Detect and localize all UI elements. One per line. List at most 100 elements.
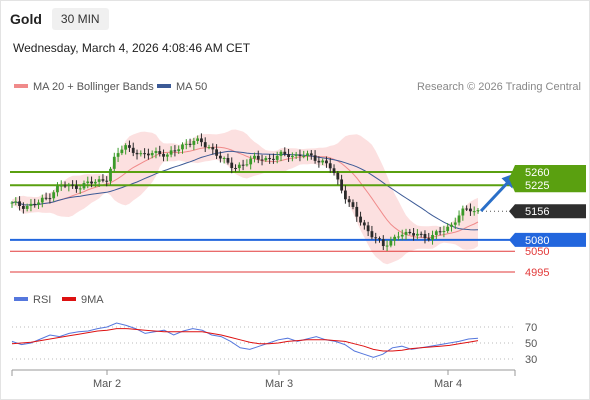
candle-body <box>419 233 423 235</box>
candle-body <box>169 150 173 155</box>
candle-body <box>332 168 336 173</box>
candle-body <box>408 231 412 234</box>
candle-body <box>450 224 453 227</box>
candle-body <box>78 188 82 190</box>
candle-body <box>381 239 385 247</box>
candle-body <box>90 181 93 184</box>
level-label-5225: 5225 <box>525 180 549 192</box>
ma50-legend-swatch <box>157 84 171 88</box>
candle-body <box>192 140 196 145</box>
level-label-5080: 5080 <box>525 235 549 247</box>
candle-body <box>218 155 222 159</box>
candle-body <box>37 202 40 205</box>
candle-body <box>472 211 476 213</box>
x-tick-label: Mar 4 <box>434 378 462 390</box>
candle-body <box>200 138 203 143</box>
rsi-tick-70: 70 <box>525 322 537 334</box>
candlesticks <box>10 133 480 252</box>
candle-body <box>203 142 207 148</box>
candle-body <box>431 234 434 240</box>
candle-body <box>33 203 37 205</box>
ma50-legend-label: MA 50 <box>176 81 207 93</box>
price-levels <box>10 171 515 273</box>
candle-body <box>461 208 465 216</box>
candle-body <box>415 233 419 236</box>
candle-body <box>340 179 344 191</box>
candle-body <box>109 168 112 182</box>
candle-body <box>378 238 381 240</box>
candle-body <box>268 158 272 160</box>
candle-body <box>385 245 389 247</box>
candle-body <box>215 149 218 156</box>
candle-body <box>188 143 192 145</box>
candle-body <box>56 185 59 193</box>
candle-body <box>287 154 290 158</box>
candle-body <box>230 162 234 168</box>
resistance-label-box <box>509 165 586 193</box>
candle-body <box>105 180 109 182</box>
ma20-legend-swatch <box>14 84 28 88</box>
candle-body <box>423 233 427 239</box>
candle-body <box>146 153 150 156</box>
ma20-legend-label: MA 20 + Bollinger Bands <box>33 81 154 93</box>
ma9-legend-swatch <box>62 297 76 301</box>
candle-body <box>442 231 446 233</box>
pivot-label-box <box>509 232 586 247</box>
candle-body <box>343 190 347 200</box>
candle-body <box>279 151 283 156</box>
candle-body <box>393 236 397 241</box>
candle-body <box>336 172 340 180</box>
candle-body <box>359 216 362 223</box>
candle-body <box>241 164 245 166</box>
candle-body <box>397 236 400 238</box>
candle-body <box>184 143 188 145</box>
timestamp: Wednesday, March 4, 2026 4:08:46 AM CET <box>13 41 251 55</box>
candle-body <box>234 167 237 169</box>
candle-body <box>325 160 328 164</box>
timeframe-badge[interactable]: 30 MIN <box>51 8 109 30</box>
candle-body <box>211 147 215 150</box>
candle-body <box>457 215 461 223</box>
candle-body <box>347 199 351 203</box>
candle-body <box>44 197 48 199</box>
candle-body <box>374 237 378 239</box>
candle-body <box>196 138 200 141</box>
candle-body <box>404 231 408 235</box>
instrument-title: Gold <box>10 11 42 27</box>
candle-body <box>362 222 366 226</box>
candle-body <box>59 185 63 187</box>
candle-body <box>25 206 29 209</box>
candle-body <box>143 153 147 155</box>
candle-body <box>438 231 442 233</box>
candle-body <box>14 201 18 203</box>
candle-body <box>177 149 181 152</box>
candle-body <box>29 203 33 207</box>
candle-body <box>207 147 211 149</box>
level-label-5156: 5156 <box>525 206 549 218</box>
candle-body <box>290 155 294 158</box>
candle-body <box>82 183 86 189</box>
candle-body <box>245 164 249 166</box>
candle-body <box>86 181 90 184</box>
candle-body <box>469 208 472 212</box>
candle-body <box>355 206 359 217</box>
candle-body <box>412 233 415 236</box>
candle-body <box>370 231 374 238</box>
x-tick-label: Mar 3 <box>265 378 293 390</box>
candle-body <box>321 160 325 163</box>
level-label-5260: 5260 <box>525 167 549 179</box>
candle-body <box>366 225 370 232</box>
candle-body <box>222 157 226 159</box>
candle-body <box>400 234 404 237</box>
moving-averages <box>11 146 479 239</box>
candle-body <box>313 155 317 161</box>
candle-body <box>173 150 177 152</box>
candle-body <box>446 226 450 232</box>
rsi-tick-30: 30 <box>525 354 537 366</box>
candle-body <box>112 156 116 169</box>
level-label-4995: 4995 <box>525 267 549 279</box>
candle-body <box>237 164 241 169</box>
rsi-grid: 70 50 30 <box>12 322 537 366</box>
ma50-line <box>11 150 479 231</box>
